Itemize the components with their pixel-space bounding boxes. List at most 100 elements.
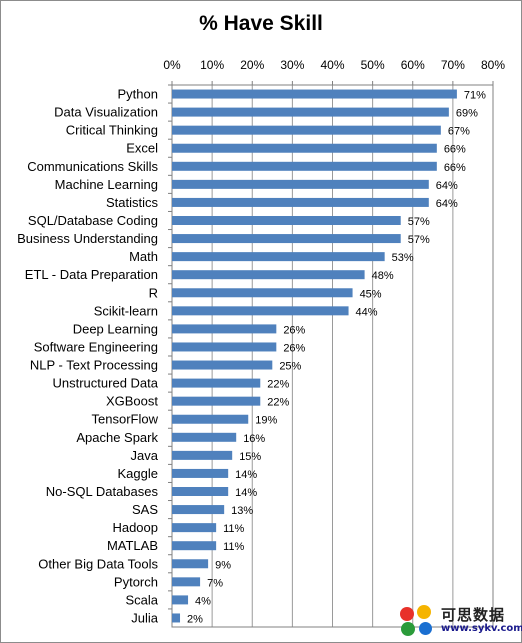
bar [172,559,209,569]
x-tick-label: 70% [441,58,465,72]
data-label: 2% [187,613,203,625]
watermark-dot-red [400,607,414,621]
data-label: 19% [255,415,277,427]
data-label: 22% [267,379,289,391]
category-label: XGBoost [106,394,158,409]
category-label: Apache Spark [76,430,158,445]
bar [172,523,217,533]
category-label: Unstructured Data [53,376,159,391]
data-label: 11% [223,523,244,535]
data-label: 26% [283,324,305,336]
bar [172,324,277,334]
bar [172,107,449,117]
watermark-logo: 可思数据 www.sykv.com [397,603,522,639]
data-label: 15% [239,451,261,463]
category-label: Software Engineering [34,339,158,354]
category-label: NLP - Text Processing [30,358,158,373]
category-label: Math [129,249,158,264]
bar [172,577,201,587]
bar [172,270,365,280]
bar [172,541,217,551]
data-label: 44% [356,306,378,318]
watermark-text: 可思数据 [441,606,506,624]
data-label: 64% [436,198,458,210]
category-label: ETL - Data Preparation [25,267,158,282]
category-label: Communications Skills [27,159,158,174]
watermark-dot-blue [419,622,432,635]
category-label: R [149,285,158,300]
data-label: 64% [436,180,458,192]
data-label: 9% [215,559,231,571]
category-label: Java [131,448,159,463]
bar [172,306,349,316]
bar [172,125,441,135]
data-label: 67% [448,126,470,138]
data-label: 69% [456,108,478,120]
bar [172,468,229,478]
data-label: 14% [235,487,257,499]
x-tick-label: 30% [280,58,304,72]
data-label: 7% [207,577,223,589]
x-tick-label: 10% [200,58,224,72]
category-label: SQL/Database Coding [28,213,158,228]
data-label: 71% [464,90,486,102]
watermark-dot-green [401,622,415,636]
bar [172,197,429,207]
bar [172,342,277,352]
bar [172,595,189,605]
category-label: No-SQL Databases [46,484,159,499]
data-label: 57% [408,216,430,228]
watermark-dot-yellow [417,605,431,619]
x-tick-label: 0% [163,58,181,72]
bar [172,143,437,153]
data-label: 11% [223,541,244,553]
bar [172,505,225,515]
category-label: Hadoop [112,520,158,535]
category-label: SAS [132,502,158,517]
category-label: Kaggle [118,466,158,481]
x-tick-label: 20% [240,58,264,72]
bar [172,378,261,388]
data-label: 66% [444,144,466,156]
category-label: Critical Thinking [66,123,158,138]
x-tick-label: 60% [401,58,425,72]
bar [172,414,249,424]
category-label: Machine Learning [55,177,158,192]
bar [172,161,437,171]
bar [172,487,229,496]
data-label: 53% [392,252,414,264]
data-label: 26% [283,342,305,354]
category-label: Statistics [106,195,159,210]
data-label: 66% [444,162,466,174]
bar [172,360,273,370]
category-label: Excel [126,141,158,156]
bar [172,179,429,189]
bar [172,432,237,442]
category-label: Other Big Data Tools [38,556,158,571]
category-label: MATLAB [107,538,158,553]
category-label: Business Understanding [17,231,158,246]
category-label: Deep Learning [73,321,158,336]
x-tick-label: 50% [361,58,385,72]
data-label: 4% [195,595,211,607]
data-label: 57% [408,234,430,246]
category-label: TensorFlow [92,412,159,427]
chart-title: % Have Skill [199,12,323,35]
data-label: 14% [235,469,257,481]
data-label: 48% [372,270,394,282]
bar [172,252,385,262]
category-label: Python [118,87,158,102]
bar [172,450,233,460]
x-tick-label: 80% [481,58,505,72]
bar [172,89,457,99]
data-label: 16% [243,433,265,445]
category-label: Pytorch [114,574,158,589]
bar [172,288,353,298]
data-label: 45% [360,288,382,300]
bar [172,234,401,244]
category-label: Scikit-learn [94,303,158,318]
x-tick-label: 40% [320,58,344,72]
data-label: 13% [231,505,253,517]
category-label: Scala [125,592,158,607]
